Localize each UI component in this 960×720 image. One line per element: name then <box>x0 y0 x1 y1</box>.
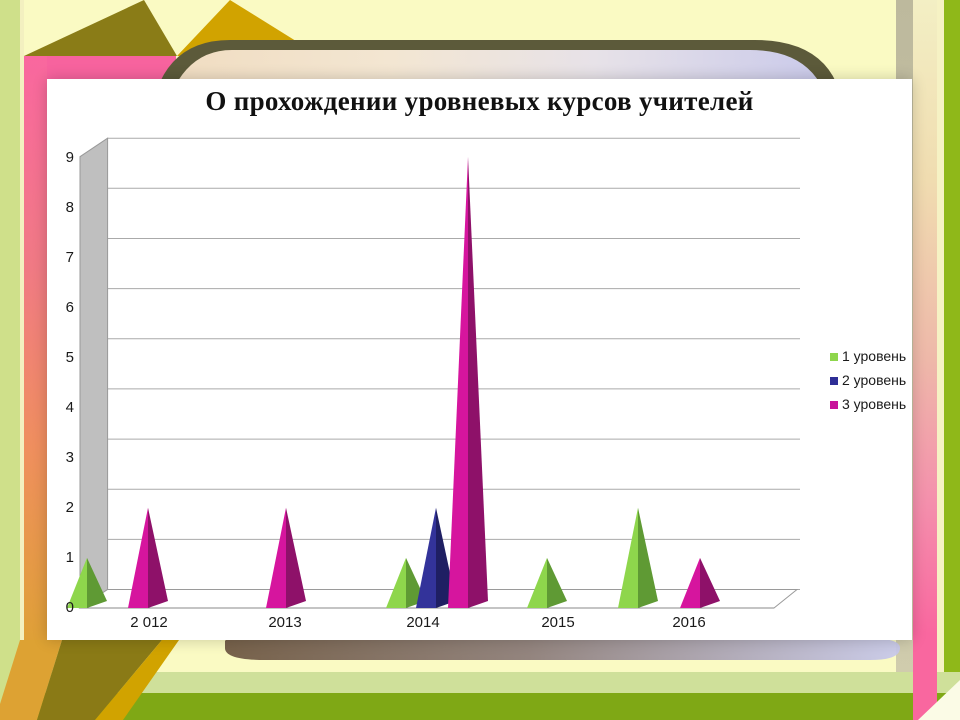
svg-text:2: 2 <box>66 499 74 516</box>
svg-text:6: 6 <box>66 299 74 316</box>
svg-text:4: 4 <box>66 399 74 416</box>
svg-text:2016: 2016 <box>672 614 705 631</box>
svg-text:3 уровень: 3 уровень <box>842 396 906 412</box>
svg-text:0: 0 <box>66 599 74 616</box>
svg-text:7: 7 <box>66 249 74 266</box>
svg-text:1 уровень: 1 уровень <box>842 348 906 364</box>
svg-text:5: 5 <box>66 349 74 366</box>
svg-text:9: 9 <box>66 149 74 166</box>
svg-text:1: 1 <box>66 549 74 566</box>
svg-text:8: 8 <box>66 199 74 216</box>
svg-text:2 012: 2 012 <box>130 614 168 631</box>
svg-text:3: 3 <box>66 449 74 466</box>
svg-text:2013: 2013 <box>268 614 301 631</box>
svg-text:2 уровень: 2 уровень <box>842 372 906 388</box>
svg-text:2015: 2015 <box>541 614 574 631</box>
svg-text:2014: 2014 <box>406 614 439 631</box>
